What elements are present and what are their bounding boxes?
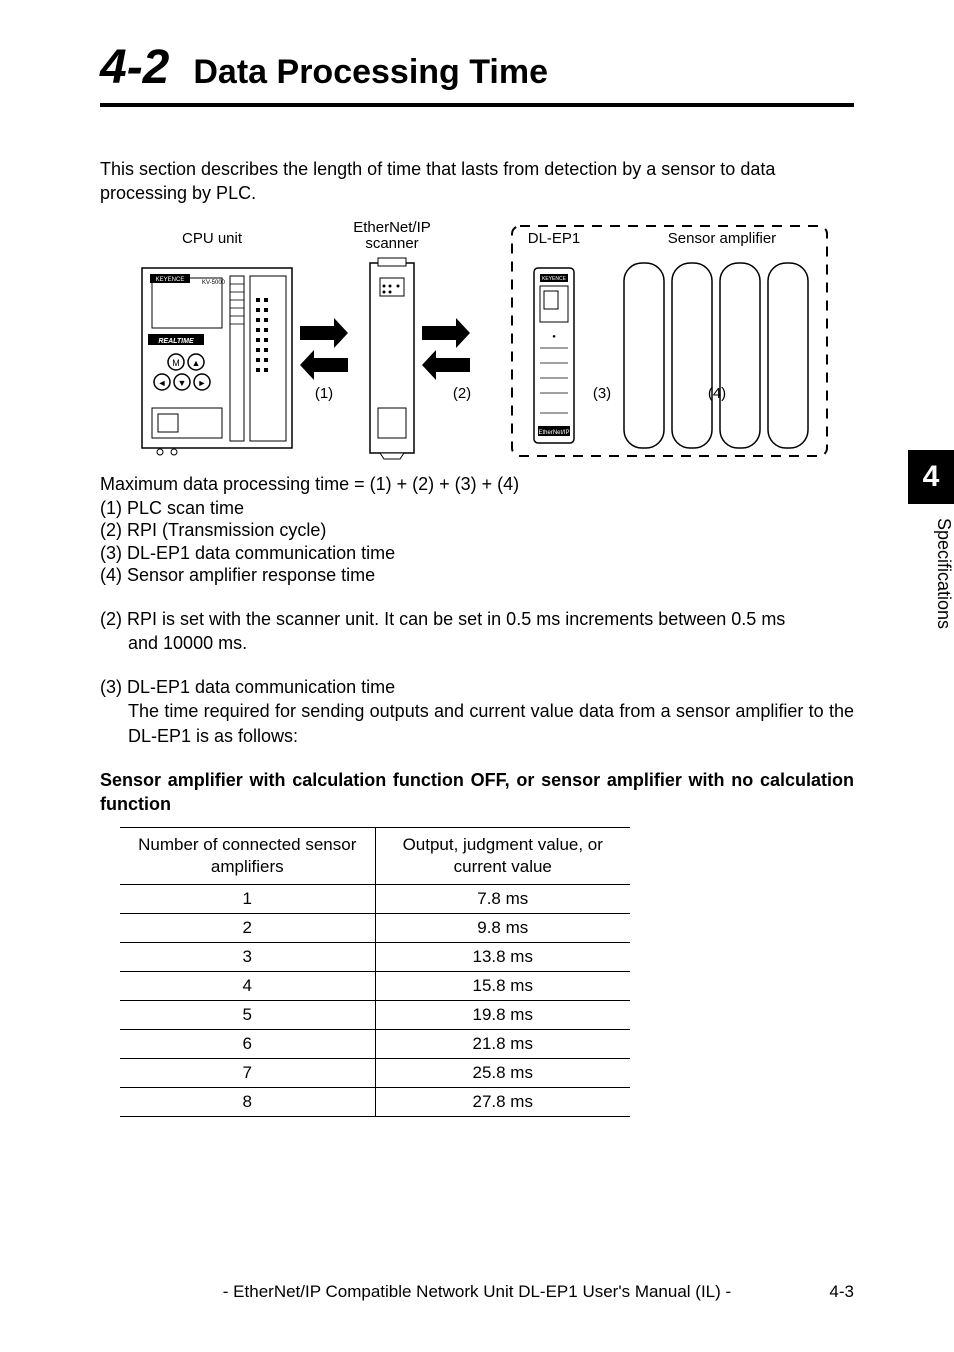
table-cell-time: 25.8 ms [375,1058,630,1087]
table-cell-time: 13.8 ms [375,942,630,971]
table-cell-amplifiers: 7 [120,1058,375,1087]
scanner-icon [370,258,414,459]
comm-note: (3) DL-EP1 data communication time The t… [100,675,854,748]
cpu-unit-icon: KEYENCE KV-5000 REALTIME [142,268,292,455]
svg-text:KEYENCE: KEYENCE [542,276,567,282]
table-cell-amplifiers: 8 [120,1087,375,1116]
timing-item-3: (3) DL-EP1 data communication time [100,542,854,565]
table-row: 519.8 ms [120,1000,630,1029]
sensor-label: Sensor amplifier [668,230,776,247]
svg-text:EtherNet/IP: EtherNet/IP [353,219,431,236]
table-row: 725.8 ms [120,1058,630,1087]
table-cell-time: 15.8 ms [375,971,630,1000]
comm-note-body: The time required for sending outputs an… [100,699,854,748]
svg-text:(1): (1) [315,385,333,402]
section-header: 4-2 Data Processing Time [100,40,854,107]
svg-text:◄: ◄ [158,378,167,388]
table-cell-amplifiers: 2 [120,913,375,942]
table-cell-time: 27.8 ms [375,1087,630,1116]
table-row: 415.8 ms [120,971,630,1000]
table-row: 621.8 ms [120,1029,630,1058]
footer-text: - EtherNet/IP Compatible Network Unit DL… [0,1282,954,1302]
sensor-amplifier-icon [624,263,808,448]
table-cell-time: 21.8 ms [375,1029,630,1058]
comm-note-label: (3) DL-EP1 data communication time [100,675,854,699]
table-cell-time: 9.8 ms [375,913,630,942]
arrow-2: (2) [422,318,471,402]
table-row: 17.8 ms [120,884,630,913]
arrow-1: (1) [300,318,348,402]
cpu-label: CPU unit [182,230,243,247]
chapter-number-tab: 4 [908,450,954,504]
col1-header: Number of connected sensor amplifiers [138,835,356,876]
col2-header: Output, judgment value, or current value [403,835,603,876]
data-flow-diagram: CPU unit EtherNet/IP scanner DL-EP1 Sens… [122,218,832,468]
table-row: 29.8 ms [120,913,630,942]
table-row: 827.8 ms [120,1087,630,1116]
svg-text:EtherNet/IP: EtherNet/IP [538,430,569,436]
table-heading: Sensor amplifier with calculation functi… [100,768,854,817]
section-title: Data Processing Time [193,53,548,92]
chapter-label-tab: Specifications [908,504,954,629]
timing-item-1: (1) PLC scan time [100,497,854,520]
table-cell-time: 7.8 ms [375,884,630,913]
table-cell-amplifiers: 6 [120,1029,375,1058]
timing-item-4: (4) Sensor amplifier response time [100,564,854,587]
rpi-note-line1: (2) RPI is set with the scanner unit. It… [100,607,854,631]
table-row: 313.8 ms [120,942,630,971]
svg-text:M: M [172,358,180,368]
label-4: (4) [708,385,726,402]
intro-paragraph: This section describes the length of tim… [100,157,854,206]
svg-text:scanner: scanner [365,235,418,252]
svg-text:►: ► [198,378,207,388]
table-cell-amplifiers: 3 [120,942,375,971]
timing-list: (1) PLC scan time (2) RPI (Transmission … [100,497,854,587]
table-cell-amplifiers: 1 [120,884,375,913]
formula-text: Maximum data processing time = (1) + (2)… [100,474,854,495]
svg-text:KEYENCE: KEYENCE [156,277,185,283]
svg-text:KV-5000: KV-5000 [202,280,226,286]
label-3: (3) [593,385,611,402]
rpi-note: (2) RPI is set with the scanner unit. It… [100,607,854,656]
rpi-note-line2: and 10000 ms. [100,633,247,653]
timing-table: Number of connected sensor amplifiers Ou… [120,827,630,1117]
section-number: 4-2 [100,40,169,95]
side-tab: 4 Specifications [908,450,954,629]
table-cell-amplifiers: 4 [120,971,375,1000]
svg-text:(2): (2) [453,385,471,402]
svg-text:REALTIME: REALTIME [158,338,194,345]
svg-text:▼: ▼ [178,378,187,388]
svg-text:▲: ▲ [192,358,201,368]
dlep1-icon: KEYENCE ● EtherNet/IP [534,268,574,443]
table-cell-time: 19.8 ms [375,1000,630,1029]
timing-item-2: (2) RPI (Transmission cycle) [100,519,854,542]
page-number: 4-3 [829,1282,854,1302]
table-cell-amplifiers: 5 [120,1000,375,1029]
dlep1-label: DL-EP1 [528,230,581,247]
svg-text:●: ● [552,334,556,340]
